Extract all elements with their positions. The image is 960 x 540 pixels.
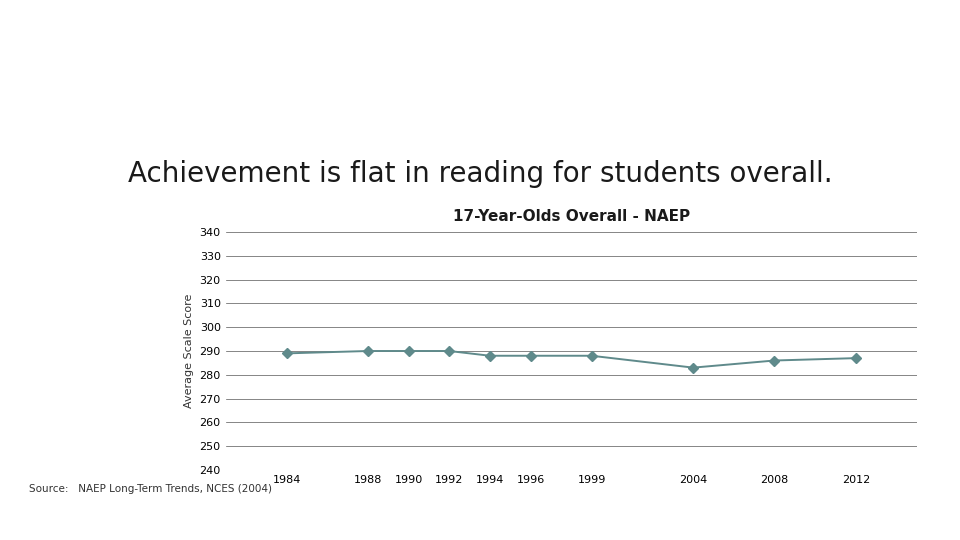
Title: 17-Year-Olds Overall - NAEP: 17-Year-Olds Overall - NAEP: [452, 209, 690, 224]
Y-axis label: Average Scale Score: Average Scale Score: [184, 294, 194, 408]
Text: Source:   NAEP Long-Term Trends, NCES (2004): Source: NAEP Long-Term Trends, NCES (200…: [29, 483, 272, 494]
Text: ©2017 THE EDUCATION TRUST: ©2017 THE EDUCATION TRUST: [721, 518, 936, 531]
Text: Achievement is flat in reading for students overall.: Achievement is flat in reading for stude…: [128, 160, 832, 188]
